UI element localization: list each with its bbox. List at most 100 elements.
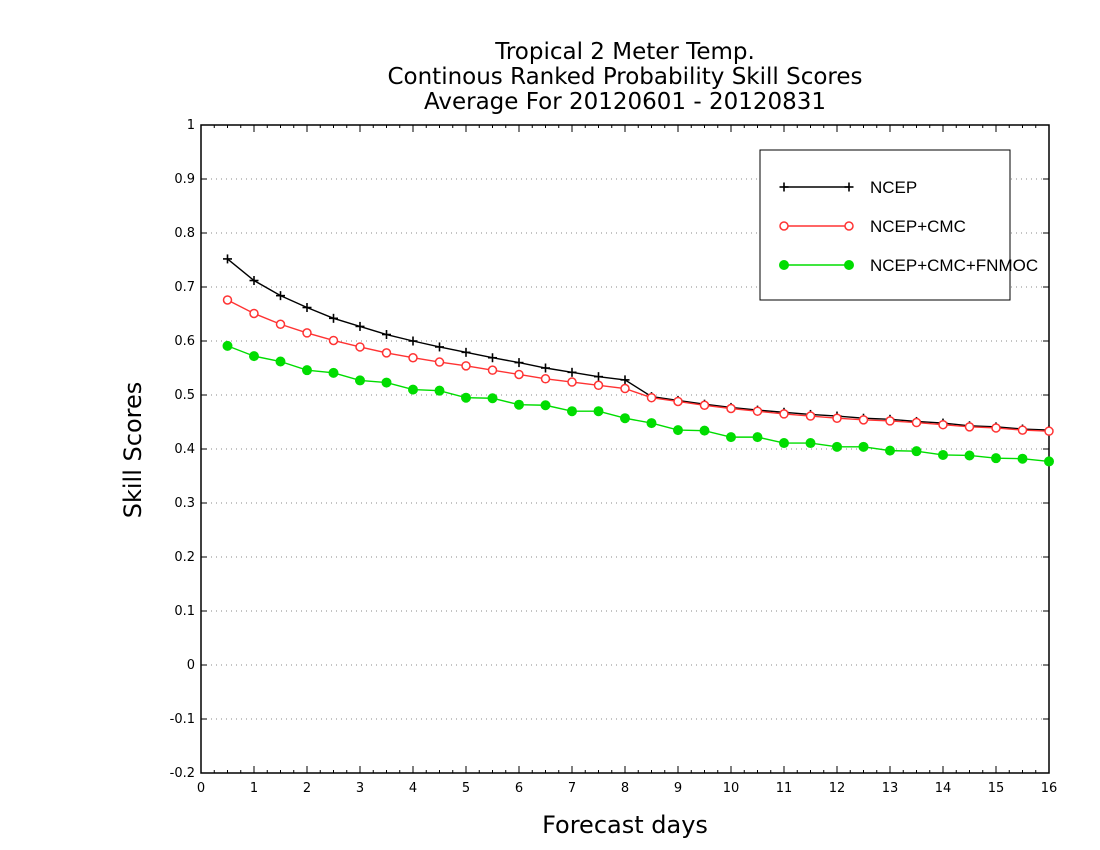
y-tick-label: 0.9 xyxy=(174,172,195,187)
data-point xyxy=(938,449,948,460)
data-point xyxy=(620,383,630,394)
axes: -0.2-0.100.10.20.30.40.50.60.70.80.910 1 2… xyxy=(170,118,1058,796)
data-point xyxy=(646,392,657,403)
legend-marker-start xyxy=(779,221,789,231)
x-tick-label: 5 xyxy=(462,781,470,796)
x-tick-label: 1 xyxy=(250,781,258,796)
data-point xyxy=(434,357,445,367)
data-point xyxy=(487,393,498,404)
data-point xyxy=(858,441,869,452)
data-point xyxy=(885,416,895,426)
y-tick-label: 0 xyxy=(187,658,195,673)
data-point xyxy=(514,399,524,410)
x-tick-label: 4 xyxy=(409,781,417,796)
data-point xyxy=(302,365,312,376)
x-tick-label: 16 xyxy=(1041,781,1058,796)
data-point xyxy=(381,377,392,388)
data-point xyxy=(938,419,948,430)
x-tick-label: 7 xyxy=(568,781,576,796)
data-point xyxy=(540,374,551,384)
chart-title-line-2: Continous Ranked Probability Skill Score… xyxy=(387,64,862,90)
x-tick-label: 6 xyxy=(515,781,523,796)
data-point xyxy=(911,417,922,428)
y-tick-label: 0.4 xyxy=(174,442,195,457)
y-tick-label: 0.8 xyxy=(174,226,195,241)
y-tick-label: 0.5 xyxy=(174,388,195,403)
legend-marker-start xyxy=(779,260,789,270)
x-tick-label: 8 xyxy=(621,781,629,796)
y-axis-label: Skill Scores xyxy=(119,382,147,519)
data-point xyxy=(832,441,842,452)
x-tick-label: 9 xyxy=(674,781,682,796)
data-point xyxy=(249,308,259,319)
data-point xyxy=(275,319,286,330)
data-point xyxy=(885,445,895,456)
legend-marker-end xyxy=(844,221,854,231)
data-point xyxy=(514,369,524,380)
data-point xyxy=(1044,426,1054,436)
data-point xyxy=(991,453,1001,464)
data-point xyxy=(726,403,736,414)
data-point xyxy=(699,425,710,436)
data-point xyxy=(752,406,763,416)
data-point xyxy=(593,380,604,391)
x-tick-label: 2 xyxy=(303,781,311,796)
x-tick-label: 15 xyxy=(988,781,1005,796)
legend-label-1: NCEP+CMC xyxy=(870,217,966,236)
y-tick-label: 0.1 xyxy=(174,604,195,619)
y-tick-label: -0.1 xyxy=(170,712,195,727)
data-point xyxy=(434,385,445,396)
data-point xyxy=(328,367,339,378)
data-point xyxy=(593,406,604,417)
data-point xyxy=(487,365,498,375)
data-point xyxy=(540,400,551,411)
x-tick-label: 11 xyxy=(776,781,793,796)
y-tick-label: 0.6 xyxy=(174,334,195,349)
y-tick-label: 0.2 xyxy=(174,550,195,565)
data-point xyxy=(805,411,816,421)
data-point xyxy=(408,352,418,363)
x-tick-label: 3 xyxy=(356,781,364,796)
data-point xyxy=(673,396,683,407)
y-tick-label: 0.3 xyxy=(174,496,195,511)
data-point xyxy=(275,356,286,367)
data-point xyxy=(752,432,763,443)
series-2 xyxy=(222,340,1054,467)
x-tick-label: 14 xyxy=(935,781,952,796)
data-point xyxy=(222,295,233,305)
data-point xyxy=(779,438,789,449)
series-line-2 xyxy=(227,345,1050,463)
data-point xyxy=(461,361,471,371)
data-point xyxy=(302,328,312,338)
y-tick-label: 0.7 xyxy=(174,280,195,295)
data-point xyxy=(620,413,630,424)
data-point xyxy=(408,384,418,395)
data-point xyxy=(911,446,922,457)
y-tick-label: 1 xyxy=(187,118,195,133)
data-point xyxy=(805,438,816,449)
data-point xyxy=(1017,425,1028,435)
chart-title-line-1: Tropical 2 Meter Temp. xyxy=(494,39,755,65)
chart-title: Tropical 2 Meter Temp. Continous Ranked … xyxy=(387,39,862,115)
data-point xyxy=(328,335,339,346)
data-point xyxy=(964,422,975,432)
series-line-1 xyxy=(227,299,1050,432)
x-tick-label: 10 xyxy=(723,781,740,796)
data-point xyxy=(699,400,710,411)
x-axis-label: Forecast days xyxy=(542,811,708,839)
x-tick-label: 13 xyxy=(882,781,899,796)
x-tick-label: 0 xyxy=(197,781,205,796)
data-point xyxy=(673,425,683,436)
legend-box xyxy=(759,149,1011,301)
data-point xyxy=(355,375,365,386)
data-point xyxy=(964,450,975,461)
data-series xyxy=(222,254,1054,467)
data-point xyxy=(355,342,365,352)
legend-label-2: NCEP+CMC+FNMOC xyxy=(870,256,1038,275)
data-point xyxy=(858,415,869,425)
data-point xyxy=(222,340,233,351)
chart-title-line-3: Average For 20120601 - 20120831 xyxy=(424,89,826,115)
x-tick-label: 12 xyxy=(829,781,846,796)
